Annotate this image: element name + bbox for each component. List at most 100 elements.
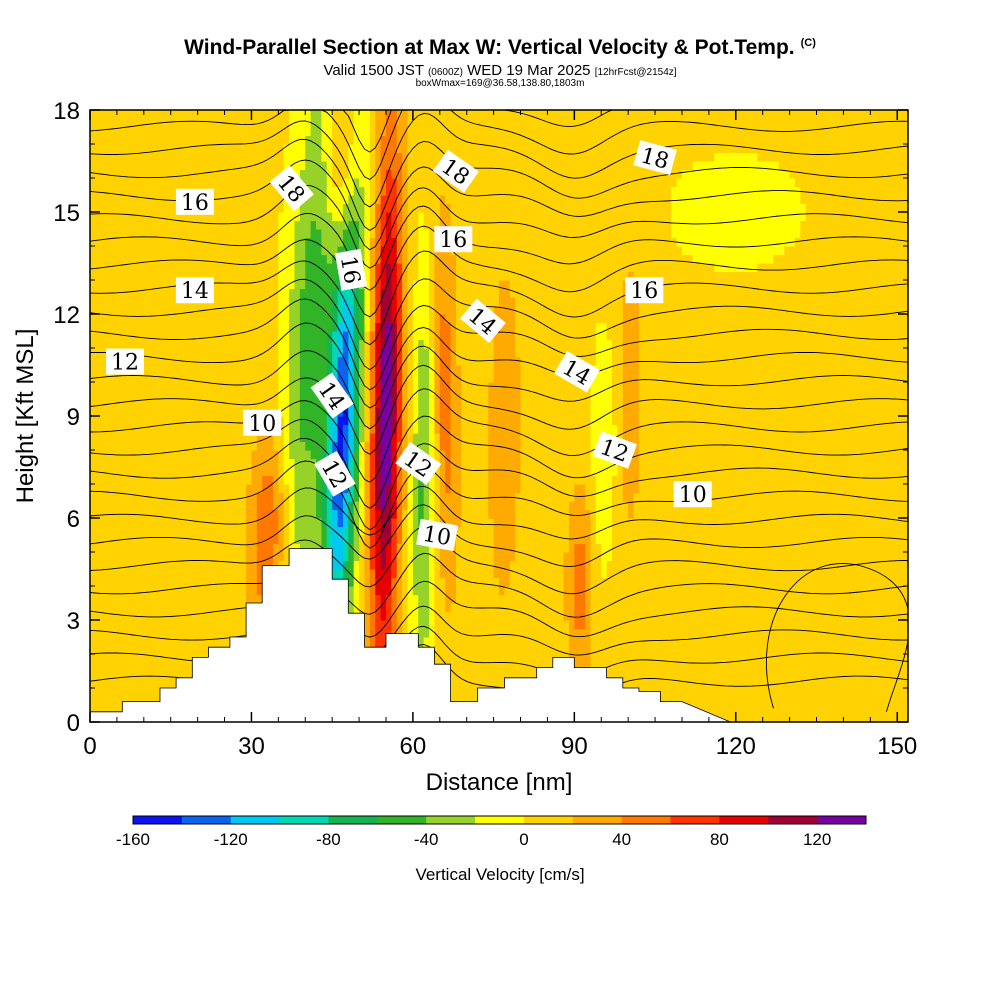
heat-cell [240,441,247,451]
heat-cell [380,237,387,247]
heat-cell [445,509,452,519]
heat-cell [294,288,301,298]
heat-cell [116,390,123,400]
heat-cell [262,450,269,460]
heat-cell [176,178,183,188]
heat-cell [181,603,188,613]
heat-cell [423,246,430,256]
heat-cell [337,186,344,196]
heat-cell [359,118,366,128]
heat-cell [100,611,107,621]
heat-cell [186,314,193,324]
heat-cell [149,152,156,162]
heat-cell [359,467,366,477]
heat-cell [149,390,156,400]
heat-cell [90,169,96,179]
heat-cell [111,390,118,400]
heat-cell [262,535,269,545]
heat-cell [423,135,430,145]
heat-cell [208,526,215,536]
heat-cell [127,620,134,630]
heat-cell [272,263,279,273]
heat-cell [192,603,199,613]
heat-cell [364,254,371,264]
heat-cell [246,144,253,154]
heat-cell [321,263,328,273]
heat-cell [165,195,172,205]
heat-cell [316,331,323,341]
heat-cell [251,305,258,315]
heat-cell [342,118,349,128]
heat-cell [423,212,430,222]
heat-cell [240,577,247,587]
heat-cell [251,280,258,290]
heat-cell [95,679,102,689]
heat-cell [294,322,301,332]
heat-cell [181,254,188,264]
heat-cell [310,280,317,290]
heat-cell [219,628,226,638]
heat-cell [240,501,247,511]
heat-cell [100,679,107,689]
heat-cell [364,118,371,128]
heat-cell [116,637,123,647]
heat-cell [154,509,161,519]
heat-cell [251,212,258,222]
heat-cell [133,178,140,188]
heat-cell [289,118,296,128]
heat-cell [219,390,226,400]
heat-cell [235,314,242,324]
heat-cell [229,424,236,434]
heat-cell [455,271,462,281]
heat-cell [246,433,253,443]
heat-cell [262,492,269,502]
heat-cell [316,297,323,307]
heat-cell [418,586,425,596]
heat-cell [278,475,285,485]
heat-cell [332,229,339,239]
heat-cell [213,220,220,230]
heat-cell [143,560,150,570]
heat-cell [122,229,129,239]
heat-cell [165,526,172,536]
heat-cell [203,356,209,366]
heat-cell [149,509,156,519]
heat-cell [455,620,462,630]
heat-cell [289,339,296,349]
heat-cell [240,271,247,281]
heat-cell [186,526,193,536]
heat-cell [364,569,371,579]
heat-cell [289,441,296,451]
heat-cell [267,161,274,171]
heat-cell [181,237,188,247]
heat-cell [348,569,355,579]
heat-cell [272,535,279,545]
heat-cell [127,484,134,494]
heat-cell [321,212,328,222]
heat-cell [116,671,123,681]
heat-cell [407,535,414,545]
heat-cell [385,365,392,375]
heat-cell [278,339,285,349]
heat-cell [342,237,349,247]
heat-cell [407,322,414,332]
heat-cell [219,280,226,290]
heat-cell [127,305,134,315]
heat-cell [106,637,113,647]
heat-cell [434,127,441,137]
heat-cell [396,288,403,298]
heat-cell [116,501,123,511]
heat-cell [143,246,150,256]
heat-cell [305,399,312,409]
heat-cell [321,526,328,536]
heat-cell [127,696,134,706]
heat-cell [289,144,296,154]
heat-cell [380,186,387,196]
heat-cell [235,441,242,451]
heat-cell [299,237,306,247]
heat-cell [138,288,145,298]
heat-cell [224,254,231,264]
heat-cell [316,186,323,196]
heat-cell [299,152,306,162]
heat-cell [203,135,209,145]
